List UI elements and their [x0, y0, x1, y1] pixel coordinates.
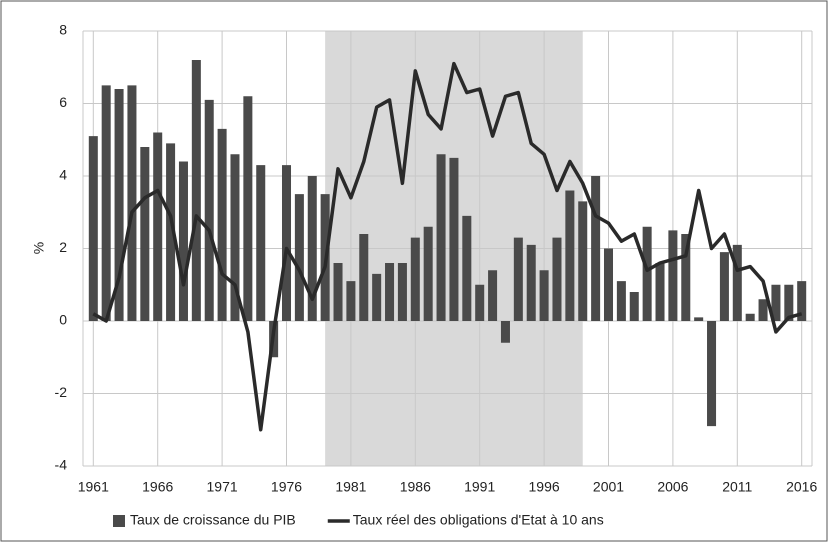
bar	[449, 157, 459, 321]
bar	[655, 263, 665, 321]
bar	[488, 270, 498, 321]
bar	[539, 270, 549, 321]
bar	[359, 234, 369, 321]
bar	[784, 284, 794, 321]
bar	[797, 281, 807, 321]
y-tick-label: -4	[55, 457, 68, 473]
y-tick-label: 2	[59, 239, 67, 255]
bar	[140, 147, 150, 321]
bar	[88, 136, 98, 321]
x-tick-label: 2001	[593, 479, 624, 495]
x-tick-label: 1996	[529, 479, 560, 495]
bar	[166, 143, 176, 321]
x-tick-label: 1971	[207, 479, 238, 495]
x-tick-label: 1991	[464, 479, 495, 495]
bar	[230, 154, 240, 321]
bar	[462, 215, 472, 321]
bar	[694, 317, 704, 321]
legend-label: Taux de croissance du PIB	[130, 512, 296, 528]
y-tick-label: -2	[55, 384, 68, 400]
y-tick-label: 8	[59, 22, 67, 38]
bar	[629, 292, 639, 321]
bar	[410, 237, 420, 321]
x-tick-label: 1961	[78, 479, 109, 495]
bar	[513, 237, 523, 321]
bar	[616, 281, 626, 321]
bar	[526, 244, 536, 321]
legend-swatch	[113, 515, 125, 527]
bar	[719, 252, 729, 321]
bar	[436, 154, 446, 321]
bar	[552, 237, 562, 321]
bar	[423, 226, 433, 321]
y-tick-label: 4	[59, 167, 67, 183]
x-tick-label: 1981	[335, 479, 366, 495]
bar	[385, 263, 395, 321]
bar	[114, 89, 124, 321]
x-tick-label: 1976	[271, 479, 302, 495]
bar	[204, 99, 214, 321]
line	[92, 61, 803, 432]
x-tick-label: 1986	[400, 479, 431, 495]
x-tick-label: 1966	[142, 479, 173, 495]
bar	[707, 321, 717, 427]
bar	[101, 85, 111, 321]
bar	[281, 165, 292, 321]
bar	[475, 284, 485, 321]
bar	[668, 230, 678, 321]
bar	[294, 194, 304, 321]
y-tick-label: 0	[59, 312, 67, 328]
bar	[178, 161, 188, 321]
legend-label: Taux réel des obligations d'Etat à 10 an…	[353, 512, 604, 528]
bar	[642, 226, 652, 321]
bar	[256, 165, 266, 321]
bar	[603, 248, 614, 321]
bar	[191, 60, 201, 321]
x-tick-label: 2011	[722, 479, 752, 495]
y-axis-label: %	[31, 242, 47, 254]
bar	[591, 176, 601, 321]
bar	[307, 176, 317, 321]
bar	[346, 281, 356, 321]
bar	[243, 96, 253, 321]
bar	[397, 263, 407, 321]
bar	[771, 284, 781, 321]
bar	[565, 190, 575, 321]
bar	[333, 263, 343, 321]
x-tick-label: 2016	[786, 479, 817, 495]
bar	[217, 128, 227, 321]
bar	[681, 234, 691, 321]
bar	[732, 244, 742, 321]
bar	[578, 201, 588, 321]
bar	[153, 132, 163, 321]
bar	[745, 313, 755, 321]
y-tick-label: 6	[59, 94, 67, 110]
bar	[372, 273, 382, 321]
bar	[758, 299, 768, 321]
x-tick-label: 2006	[657, 479, 688, 495]
bar	[127, 85, 137, 321]
bar	[500, 321, 510, 343]
